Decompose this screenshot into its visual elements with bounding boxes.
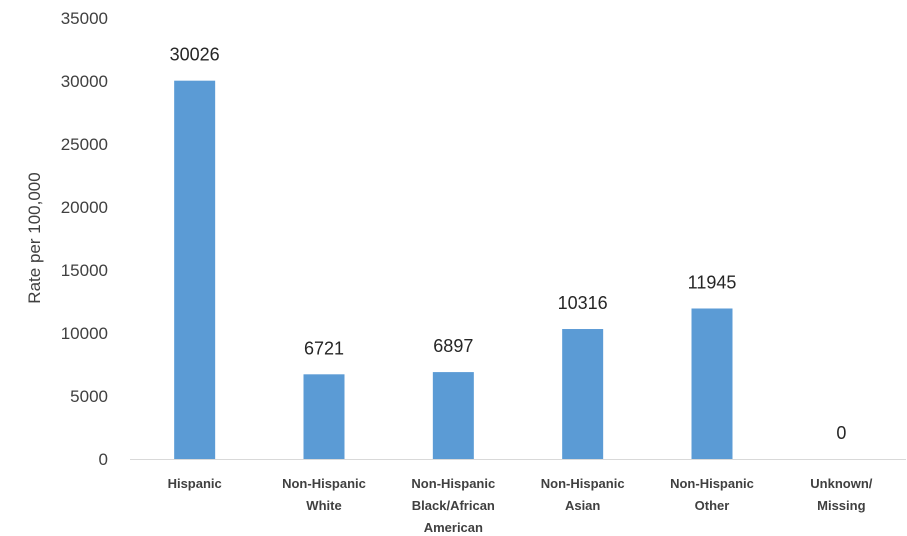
y-tick-label: 30000: [61, 72, 108, 91]
bar: [562, 329, 604, 459]
y-axis-title: Rate per 100,000: [25, 172, 44, 303]
bar: [303, 374, 345, 459]
y-tick-label: 20000: [61, 198, 108, 217]
data-label: 6897: [433, 336, 473, 356]
data-label: 0: [836, 423, 846, 443]
data-label: 6721: [304, 338, 344, 358]
bars: [174, 80, 733, 460]
data-label: 10316: [558, 293, 608, 313]
bar: [432, 372, 474, 459]
data-label: 30026: [170, 45, 220, 65]
y-tick-label: 25000: [61, 135, 108, 154]
y-tick-label: 10000: [61, 324, 108, 343]
category-label: Non-Hispanic: [411, 476, 495, 491]
y-tick-label: 0: [99, 450, 108, 469]
category-label: Missing: [817, 498, 865, 513]
category-label: Non-Hispanic: [282, 476, 366, 491]
category-label: Black/African: [412, 498, 495, 513]
category-label: White: [306, 498, 341, 513]
category-labels: Hispanic Non-Hispanic White Non-Hispanic Bla…: [168, 476, 873, 535]
data-label: 11945: [688, 272, 737, 292]
category-label: Non-Hispanic: [670, 476, 754, 491]
data-labels: 30026 6721 6897 10316 11945 0: [170, 45, 847, 443]
y-axis-ticks: 0 5000 10000 15000 20000 25000 30000 35000: [61, 9, 108, 469]
category-label: Hispanic: [168, 476, 222, 491]
category-label: Unknown/: [810, 476, 872, 491]
bar: [174, 80, 216, 460]
y-tick-label: 15000: [61, 261, 108, 280]
category-label: Other: [695, 498, 730, 513]
y-tick-label: 35000: [61, 9, 108, 28]
category-label: American: [424, 520, 483, 535]
bar: [691, 308, 733, 459]
category-label: Non-Hispanic: [541, 476, 625, 491]
category-label: Asian: [565, 498, 600, 513]
y-tick-label: 5000: [70, 387, 108, 406]
